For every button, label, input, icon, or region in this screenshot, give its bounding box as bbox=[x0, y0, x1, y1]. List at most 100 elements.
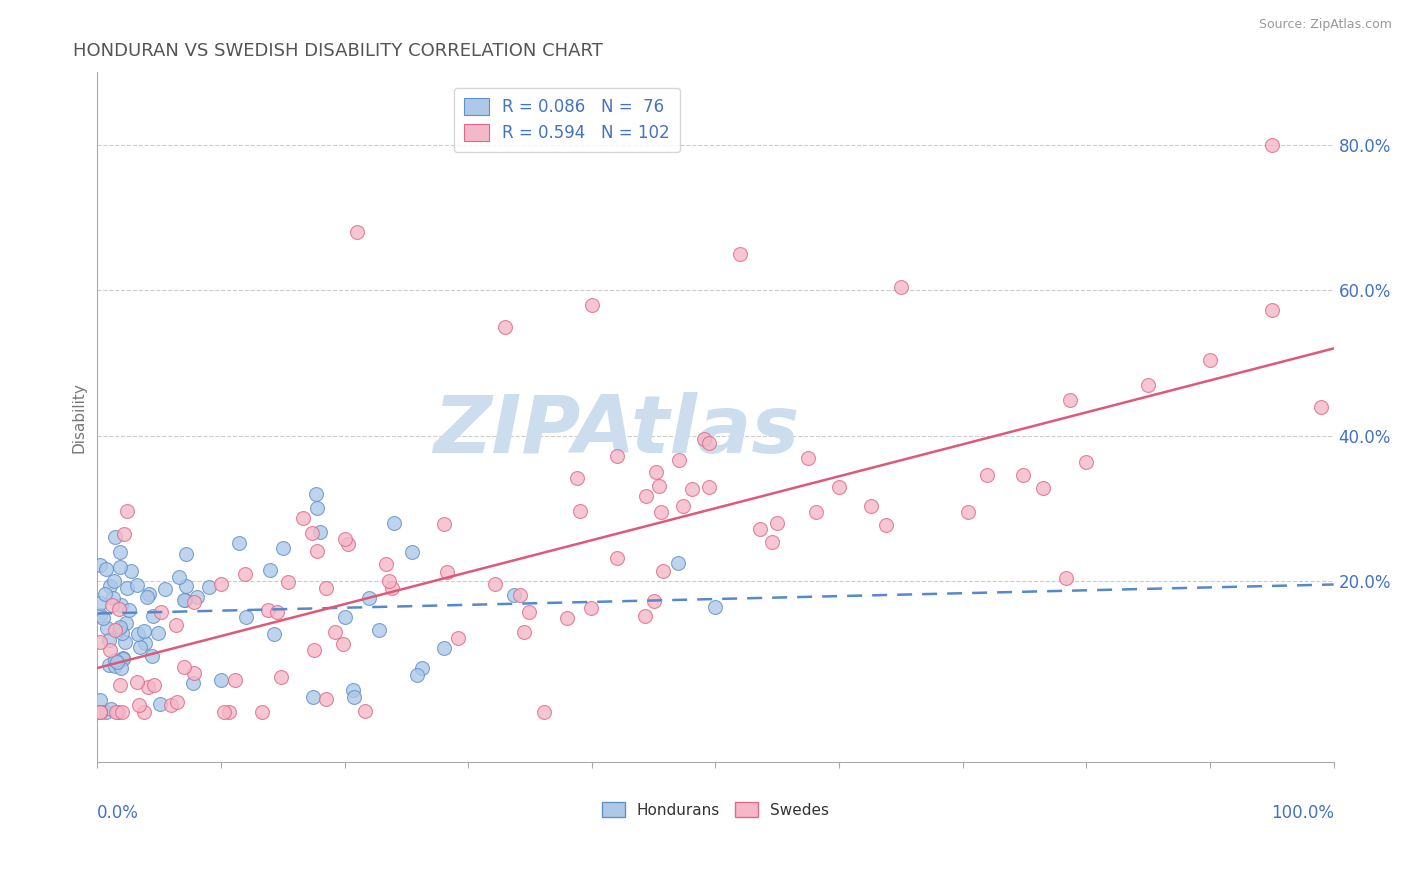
Point bbox=[212, 705, 235, 719]
Point bbox=[668, 453, 690, 467]
Point bbox=[447, 631, 470, 645]
Point bbox=[134, 624, 156, 638]
Point bbox=[1059, 392, 1081, 407]
Point bbox=[96, 621, 118, 635]
Point bbox=[128, 640, 150, 654]
Point bbox=[138, 587, 160, 601]
Point bbox=[378, 574, 401, 589]
Point bbox=[176, 547, 198, 561]
Point bbox=[110, 661, 132, 675]
Point bbox=[704, 600, 727, 615]
Point bbox=[305, 486, 328, 500]
Point bbox=[89, 705, 111, 719]
Point bbox=[337, 537, 360, 551]
Point bbox=[104, 659, 127, 673]
Point bbox=[859, 499, 882, 513]
Point bbox=[235, 610, 257, 624]
Point bbox=[581, 298, 603, 312]
Point bbox=[146, 625, 169, 640]
Point bbox=[555, 610, 578, 624]
Point bbox=[315, 581, 337, 595]
Point bbox=[142, 609, 165, 624]
Point bbox=[91, 611, 114, 625]
Point bbox=[307, 501, 329, 516]
Point bbox=[277, 575, 299, 590]
Point bbox=[309, 524, 332, 539]
Point bbox=[827, 480, 849, 494]
Point bbox=[89, 705, 111, 719]
Point bbox=[98, 579, 121, 593]
Point bbox=[565, 471, 588, 485]
Point bbox=[681, 482, 703, 496]
Point bbox=[335, 532, 357, 546]
Point bbox=[411, 661, 433, 675]
Point bbox=[323, 624, 346, 639]
Point bbox=[112, 527, 135, 541]
Point bbox=[636, 490, 658, 504]
Point bbox=[252, 705, 274, 719]
Point bbox=[257, 603, 280, 617]
Point bbox=[149, 698, 172, 712]
Point bbox=[354, 704, 377, 718]
Point bbox=[1032, 481, 1054, 495]
Point bbox=[302, 690, 325, 704]
Point bbox=[104, 623, 127, 637]
Point bbox=[153, 582, 176, 597]
Point bbox=[1310, 400, 1333, 414]
Point bbox=[381, 581, 404, 595]
Point bbox=[304, 643, 326, 657]
Point bbox=[672, 499, 695, 513]
Text: ZIPAtlas: ZIPAtlas bbox=[433, 392, 800, 470]
Point bbox=[374, 558, 396, 572]
Point bbox=[668, 556, 690, 570]
Point bbox=[432, 517, 454, 532]
Point bbox=[136, 590, 159, 604]
Point bbox=[270, 670, 292, 684]
Point bbox=[651, 564, 673, 578]
Point bbox=[1137, 378, 1160, 392]
Point bbox=[94, 562, 117, 576]
Point bbox=[271, 541, 294, 555]
Point bbox=[111, 626, 134, 640]
Text: HONDURAN VS SWEDISH DISABILITY CORRELATION CHART: HONDURAN VS SWEDISH DISABILITY CORRELATI… bbox=[73, 42, 603, 60]
Point bbox=[127, 627, 149, 641]
Point bbox=[761, 534, 783, 549]
Point bbox=[89, 596, 111, 610]
Point bbox=[643, 594, 665, 608]
Point bbox=[115, 504, 138, 518]
Y-axis label: Disability: Disability bbox=[72, 382, 86, 453]
Point bbox=[333, 610, 356, 624]
Point bbox=[956, 505, 979, 519]
Point bbox=[259, 563, 281, 577]
Point bbox=[342, 682, 364, 697]
Point bbox=[384, 516, 406, 530]
Point bbox=[1012, 468, 1035, 483]
Point bbox=[648, 479, 671, 493]
Point bbox=[108, 560, 131, 574]
Point bbox=[107, 622, 129, 636]
Point bbox=[186, 590, 208, 604]
Point bbox=[228, 536, 250, 550]
Point bbox=[136, 680, 159, 694]
Point bbox=[517, 605, 540, 619]
Point bbox=[108, 545, 131, 559]
Point bbox=[606, 449, 628, 463]
Legend: Hondurans, Swedes: Hondurans, Swedes bbox=[596, 796, 835, 824]
Point bbox=[697, 480, 720, 494]
Point bbox=[183, 675, 205, 690]
Point bbox=[1054, 571, 1077, 585]
Point bbox=[110, 678, 132, 692]
Point bbox=[89, 693, 111, 707]
Point bbox=[291, 511, 314, 525]
Point bbox=[804, 504, 827, 518]
Point bbox=[118, 603, 141, 617]
Point bbox=[100, 702, 122, 716]
Point bbox=[359, 591, 381, 605]
Point bbox=[173, 660, 195, 674]
Point bbox=[266, 606, 288, 620]
Point bbox=[176, 579, 198, 593]
Point bbox=[96, 705, 118, 719]
Point bbox=[209, 673, 232, 687]
Point bbox=[89, 608, 111, 623]
Point bbox=[436, 565, 458, 579]
